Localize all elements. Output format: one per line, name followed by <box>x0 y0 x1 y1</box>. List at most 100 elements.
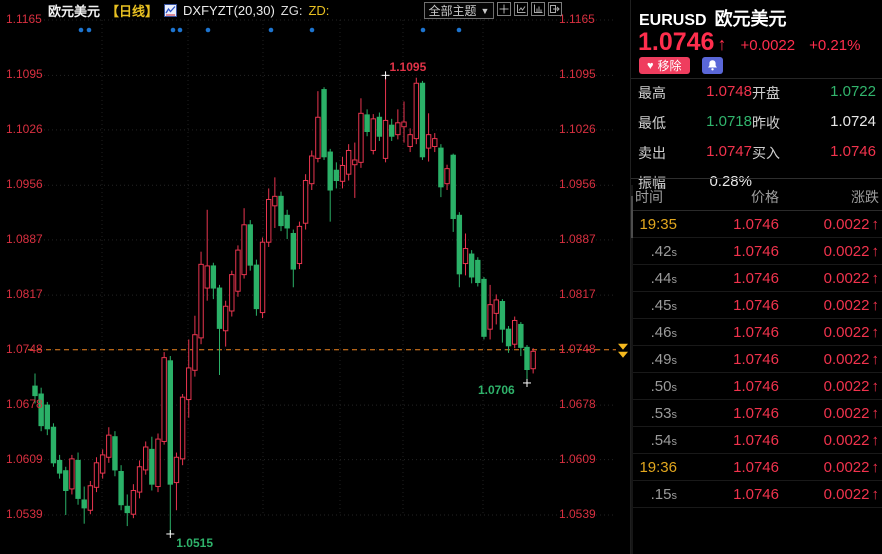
tick-row[interactable]: .15s 1.0746 0.0022 ↑ <box>631 481 882 508</box>
y-axis-label-left: 1.0748 <box>6 341 43 356</box>
tick-change: 0.0022 ↑ <box>823 431 879 449</box>
heart-icon: ♥ <box>647 59 654 72</box>
price-row: 1.0746 ↑ +0.0022 +0.21% <box>638 28 860 57</box>
up-arrow-icon: ↑ <box>871 350 880 368</box>
tick-change: 0.0022 ↑ <box>823 485 880 503</box>
kline-mini-chart-icon <box>164 3 178 17</box>
up-arrow-icon: ↑ <box>871 485 880 503</box>
chevron-down-icon: ▼ <box>480 5 490 16</box>
x-axis-scale-icon[interactable] <box>514 2 528 16</box>
up-arrow-icon: ↑ <box>871 458 880 476</box>
y-axis-label-right: 1.0539 <box>559 507 596 521</box>
pane-shift-right-icon[interactable] <box>548 2 562 16</box>
y-axis-label-left: 1.0817 <box>6 287 43 302</box>
quote-panel: EURUSD 欧元美元 1.0746 ↑ +0.0022 +0.21% ♥ 移除… <box>630 0 882 554</box>
y-axis-label-left: 1.0956 <box>6 177 43 192</box>
y-axis-label-right: 1.0887 <box>559 231 596 246</box>
y-axis-label-left: 1.0609 <box>6 451 43 466</box>
tick-time: .54s <box>650 431 677 449</box>
crosshair-icon[interactable] <box>497 2 511 16</box>
up-arrow-icon: ↑ <box>871 377 880 395</box>
stat-label: 买入 <box>752 145 780 161</box>
symbol-header: EURUSD 欧元美元 <box>639 5 787 31</box>
tick-change: 0.0022 ↑ <box>823 350 880 368</box>
tick-time: .53s <box>650 404 677 422</box>
y-axis-scale-icon[interactable] <box>531 2 545 16</box>
tick-row[interactable]: .50s 1.0746 0.0022 ↑ <box>631 373 882 400</box>
col-price: 价格 <box>751 189 779 205</box>
tick-change: 0.0022 ↑ <box>823 215 880 233</box>
bell-icon <box>707 60 717 71</box>
quote-stats-grid: 最高 1.0748 开盘 1.0722 最低 1.0718 昨收 1.0724 卖出 1.0747… <box>638 83 876 193</box>
tick-price: 1.0746 <box>733 458 779 476</box>
stat-label: 振幅 <box>638 175 666 191</box>
tick-row[interactable]: .42s 1.0746 0.0022 ↑ <box>631 238 882 265</box>
tick-row[interactable]: .49s 1.0746 0.0022 ↑ <box>631 346 882 373</box>
tick-row[interactable]: 19:35 1.0746 0.0022 ↑ <box>631 211 882 238</box>
tick-row[interactable]: 19:36 1.0746 0.0022 ↑ <box>631 454 882 481</box>
tick-time: .15s <box>650 485 677 503</box>
up-arrow-icon: ↑ <box>871 404 880 422</box>
action-buttons: ♥ 移除 <box>639 57 723 74</box>
up-arrow-icon: ↑ <box>871 323 880 341</box>
tick-time: .46s <box>650 323 677 341</box>
divider <box>631 78 882 79</box>
stat-value: 1.0724 <box>830 113 876 130</box>
up-arrow-icon: ↑ <box>871 269 880 287</box>
y-axis-label-left: 1.0678 <box>6 397 43 412</box>
stat-value: 0.28% <box>709 173 752 190</box>
tick-change: 0.0022 ↑ <box>823 269 880 287</box>
tick-row[interactable]: .53s 1.0746 0.0022 ↑ <box>631 400 882 427</box>
stat-label: 最低 <box>638 115 666 131</box>
alert-bell-button[interactable] <box>701 57 723 74</box>
tick-change: 0.0022 ↑ <box>823 458 880 476</box>
tick-table-header: 时间 价格 涨跌 <box>631 186 882 208</box>
y-axis-label-left: 1.0887 <box>6 231 43 246</box>
last-price: 1.0746 <box>638 28 715 56</box>
tick-price: 1.0746 <box>733 215 779 233</box>
tick-time: 19:36 <box>639 458 677 476</box>
theme-dropdown[interactable]: 全部主题 ▼ <box>424 2 494 19</box>
tick-price: 1.0746 <box>733 242 779 260</box>
candlestick-plot[interactable] <box>0 0 630 554</box>
y-axis-label-right: 1.1026 <box>559 121 596 136</box>
tick-row[interactable]: .54s 1.0746 0.0022 ↑ <box>631 427 882 454</box>
y-axis-label-right: 1.1165 <box>559 12 595 26</box>
remove-button-label: 移除 <box>657 59 682 73</box>
y-axis-label-right: 1.1095 <box>559 67 596 82</box>
y-axis-label-left: 1.1095 <box>6 67 43 82</box>
remove-watchlist-button[interactable]: ♥ 移除 <box>639 57 690 74</box>
price-change: +0.0022 <box>740 37 796 54</box>
col-time: 时间 <box>635 189 663 205</box>
tick-row[interactable]: .44s 1.0746 0.0022 ↑ <box>631 265 882 292</box>
zd-label: ZD: <box>308 2 330 18</box>
tick-time: .44s <box>650 269 677 287</box>
tick-row[interactable]: .46s 1.0746 0.0022 ↑ <box>631 319 882 346</box>
chart-toolbar <box>497 2 562 16</box>
stat-value: 1.0718 <box>706 113 752 130</box>
y-axis-label-right: 1.0748 <box>559 341 596 356</box>
y-axis-label-right: 1.0817 <box>559 287 596 302</box>
up-arrow-icon: ↑ <box>871 215 880 233</box>
zg-label: ZG: <box>280 2 303 18</box>
tick-row[interactable]: .45s 1.0746 0.0022 ↑ <box>631 292 882 319</box>
up-arrow-icon: ↑ <box>871 242 880 260</box>
tick-change: 0.0022 ↑ <box>823 242 880 260</box>
high-annotation: 1.1095 <box>389 60 427 75</box>
chart-symbol-title: 欧元美元 <box>48 3 101 19</box>
chart-period-label: 【日线】 <box>106 3 159 19</box>
tick-price: 1.0746 <box>733 323 779 341</box>
tick-price: 1.0746 <box>733 296 779 314</box>
tick-time: .50s <box>650 377 677 395</box>
col-change: 涨跌 <box>851 189 879 205</box>
price-change-percent: +0.21% <box>809 37 861 54</box>
tick-price: 1.0746 <box>733 431 779 449</box>
divider <box>631 178 882 179</box>
chart-title-bar: 欧元美元 【日线】 DXFYZT(20,30) ZG: ZD: <box>48 2 330 19</box>
scrollbar-thumb[interactable] <box>631 196 633 238</box>
scrollbar-track[interactable] <box>631 185 633 554</box>
indicator-label: DXFYZT(20,30) <box>183 2 275 18</box>
stat-label: 昨收 <box>752 115 780 131</box>
tick-time: .49s <box>650 350 677 368</box>
